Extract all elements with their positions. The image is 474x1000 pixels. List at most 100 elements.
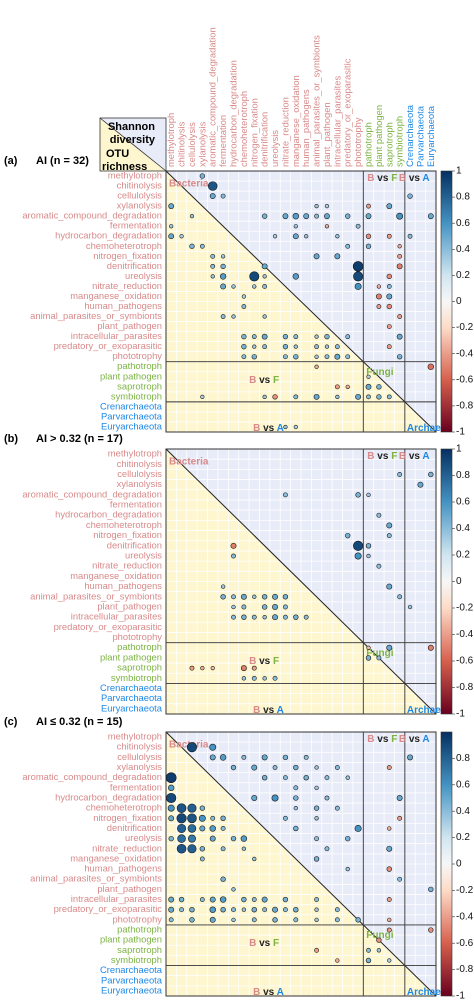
color-bar-tick-label: 1 bbox=[456, 166, 462, 177]
correlation-point bbox=[249, 271, 260, 282]
panel-b: (b) AI > 0.32 (n = 17) methylotrophchitino… bbox=[4, 433, 474, 720]
correlation-point bbox=[251, 675, 257, 681]
row-label: human_pathogens bbox=[84, 580, 162, 591]
correlation-point bbox=[386, 927, 392, 933]
correlation-point bbox=[386, 866, 392, 872]
correlation-point bbox=[366, 394, 371, 400]
row-label: xylanolysis bbox=[117, 200, 163, 211]
color-bar-tick-label: -0.4 bbox=[456, 911, 474, 922]
correlation-point bbox=[283, 775, 288, 781]
correlation-point bbox=[386, 522, 393, 529]
row-label: fermentation bbox=[110, 499, 162, 510]
correlation-point bbox=[231, 887, 236, 892]
correlation-point bbox=[396, 212, 404, 220]
correlation-point bbox=[220, 876, 226, 882]
correlation-point bbox=[241, 676, 247, 681]
row-label: ureolysis bbox=[125, 270, 162, 281]
row-label: chitinolysis bbox=[117, 458, 163, 469]
correlation-point bbox=[314, 947, 319, 953]
correlation-point bbox=[314, 344, 319, 350]
color-bar-tick-label: 0.6 bbox=[456, 497, 470, 508]
panel-border bbox=[165, 448, 437, 715]
row-label: nitrogen_fixation bbox=[93, 812, 162, 823]
panel-border bbox=[165, 170, 437, 433]
correlation-point bbox=[209, 835, 216, 842]
correlation-point bbox=[282, 213, 289, 220]
correlation-point bbox=[209, 896, 216, 903]
correlation-point bbox=[251, 665, 257, 671]
correlation-point bbox=[220, 594, 226, 600]
correlation-point bbox=[345, 384, 350, 389]
color-bar-tick-label: 0 bbox=[456, 296, 462, 307]
correlation-point bbox=[231, 907, 236, 913]
correlation-point bbox=[168, 917, 174, 923]
color-bar-tick-label: -0.4 bbox=[456, 629, 474, 640]
correlation-point bbox=[272, 917, 278, 923]
correlation-point bbox=[282, 754, 289, 761]
color-bar-tick-label: -0.2 bbox=[456, 322, 474, 333]
correlation-point bbox=[428, 927, 434, 933]
correlation-point bbox=[313, 856, 320, 862]
correlation-point bbox=[397, 354, 403, 360]
correlation-point bbox=[231, 917, 236, 922]
correlation-point bbox=[386, 303, 392, 310]
correlation-point bbox=[366, 374, 371, 379]
correlation-point bbox=[220, 826, 226, 831]
panel-label: (b) bbox=[4, 433, 18, 445]
diagonal-line bbox=[165, 170, 437, 433]
color-bar-tick-label: -0.4 bbox=[456, 348, 474, 359]
correlation-point bbox=[407, 754, 413, 761]
correlation-point bbox=[314, 816, 319, 821]
label-b-vs-f-lower: B vs F bbox=[249, 656, 279, 667]
correlation-point bbox=[220, 314, 226, 319]
correlation-point bbox=[283, 492, 288, 498]
correlation-point bbox=[199, 805, 206, 811]
correlation-point bbox=[241, 907, 247, 912]
correlation-point bbox=[428, 886, 434, 893]
color-bar-tick-label: -1 bbox=[456, 427, 465, 438]
correlation-point bbox=[355, 492, 361, 498]
label-b-vs-a-lower: B vs A bbox=[253, 987, 284, 998]
correlation-point bbox=[199, 856, 205, 862]
correlation-point bbox=[324, 795, 330, 801]
column-label: saprotroph bbox=[383, 122, 394, 167]
correlation-point bbox=[209, 743, 217, 751]
correlation-point bbox=[365, 957, 372, 964]
row-label: plant pathogen bbox=[100, 934, 162, 945]
correlation-point bbox=[262, 615, 267, 620]
row-label: pathotroph bbox=[117, 360, 162, 371]
correlation-point bbox=[262, 284, 268, 289]
label-fungi: Fungi bbox=[366, 648, 393, 659]
correlation-point bbox=[352, 261, 364, 272]
correlation-point bbox=[304, 234, 309, 239]
correlation-point bbox=[251, 764, 258, 771]
correlation-point bbox=[355, 393, 362, 400]
correlation-point bbox=[365, 213, 372, 220]
correlation-point bbox=[272, 394, 278, 400]
correlation-point bbox=[427, 213, 434, 220]
color-bar-tick-label: -0.2 bbox=[456, 603, 474, 614]
row-label: hydrocarbon_degradation bbox=[55, 509, 162, 520]
column-label: pathotroph bbox=[363, 122, 374, 167]
correlation-point bbox=[199, 243, 205, 249]
correlation-point bbox=[176, 803, 187, 813]
correlation-point bbox=[199, 173, 205, 179]
correlation-point bbox=[397, 314, 403, 319]
correlation-point bbox=[282, 344, 289, 350]
correlation-point bbox=[293, 825, 299, 832]
row-label: nitrate_reduction bbox=[92, 560, 162, 571]
label-b-vs-a-lower: B vs A bbox=[253, 423, 284, 434]
correlation-point bbox=[366, 645, 371, 650]
correlation-point bbox=[376, 948, 382, 953]
column-label: symbiotroph bbox=[394, 116, 405, 167]
color-bar-tick-label: -0.8 bbox=[456, 964, 474, 975]
correlation-point bbox=[251, 354, 257, 360]
correlation-point bbox=[272, 765, 278, 770]
correlation-point bbox=[334, 253, 341, 260]
row-label: nitrogen_fixation bbox=[93, 529, 162, 540]
correlation-point bbox=[189, 243, 195, 249]
column-label: ureolysis bbox=[269, 130, 280, 167]
column-label: Euryarchaeota bbox=[425, 105, 436, 167]
correlation-point bbox=[252, 856, 257, 862]
panel-title: AI (n = 32) bbox=[36, 155, 89, 167]
